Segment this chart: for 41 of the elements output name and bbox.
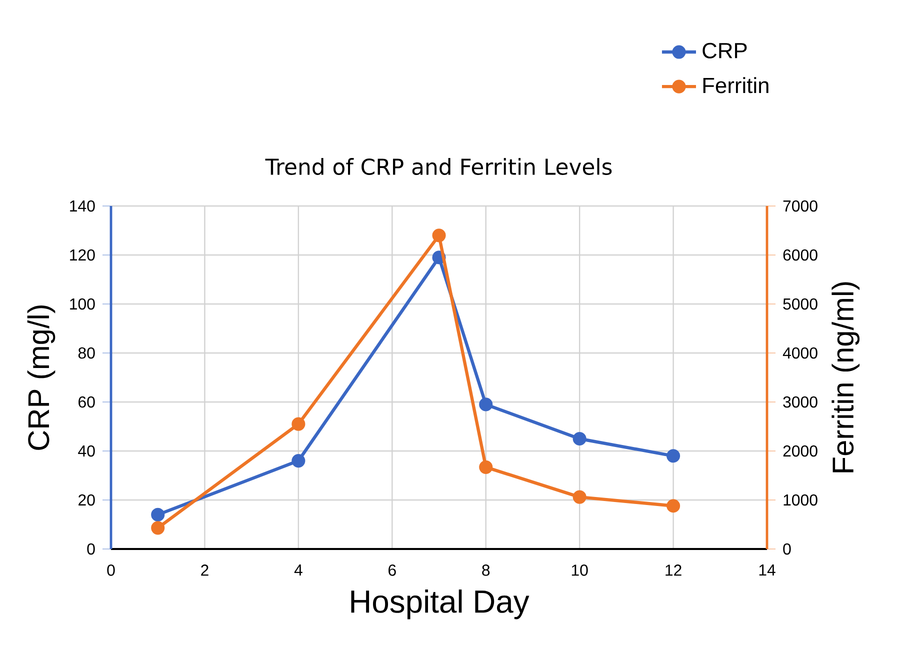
x-tick-label: 6 (388, 564, 396, 576)
y2-tick-label: 5000 (783, 298, 818, 310)
y2-tick-label: 6000 (783, 249, 818, 261)
point (666, 449, 680, 463)
y-tick-label: 40 (78, 445, 95, 457)
y-axis-title: CRP (mg/l) (27, 306, 56, 450)
y2-tick-label: 2000 (783, 445, 818, 457)
x-tick-label: 12 (666, 564, 682, 576)
point (479, 460, 493, 474)
y-tick-label: 100 (70, 298, 95, 310)
y-tick-label: 20 (78, 494, 95, 506)
legend-label: CRP (702, 42, 747, 58)
y-tick-label: 140 (70, 200, 95, 212)
y2-tick-label: 0 (783, 543, 791, 555)
y2-tick-label: 3000 (783, 396, 818, 408)
legend-label: Ferritin (703, 77, 768, 94)
x-tick-label: 2 (201, 564, 208, 576)
point (572, 490, 586, 504)
y-tick-label: 60 (78, 396, 95, 408)
x-tick-label: 0 (107, 564, 115, 576)
point (572, 432, 586, 446)
y2-axis-title: Ferritin (ng/ml) (832, 282, 860, 472)
point (666, 499, 680, 513)
point (151, 508, 165, 522)
x-tick-label: 8 (482, 564, 490, 576)
y2-tick-label: 4000 (782, 347, 818, 359)
y2-tick-label: 7000 (783, 200, 818, 212)
point (432, 228, 446, 242)
x-tick-label: 14 (759, 564, 776, 576)
x-tick-label: 10 (572, 564, 588, 576)
point (151, 521, 165, 535)
point (292, 417, 306, 431)
y-tick-label: 0 (87, 543, 95, 555)
point (479, 398, 493, 412)
y-tick-label: 80 (78, 347, 95, 359)
chart-title: Trend of CRP and Ferritin Levels (265, 158, 612, 176)
y2-tick-label: 1000 (784, 494, 818, 506)
point (292, 454, 306, 468)
x-axis-title: Hospital Day (351, 590, 530, 620)
y-tick-label: 120 (70, 249, 95, 261)
x-tick-label: 4 (294, 564, 302, 576)
